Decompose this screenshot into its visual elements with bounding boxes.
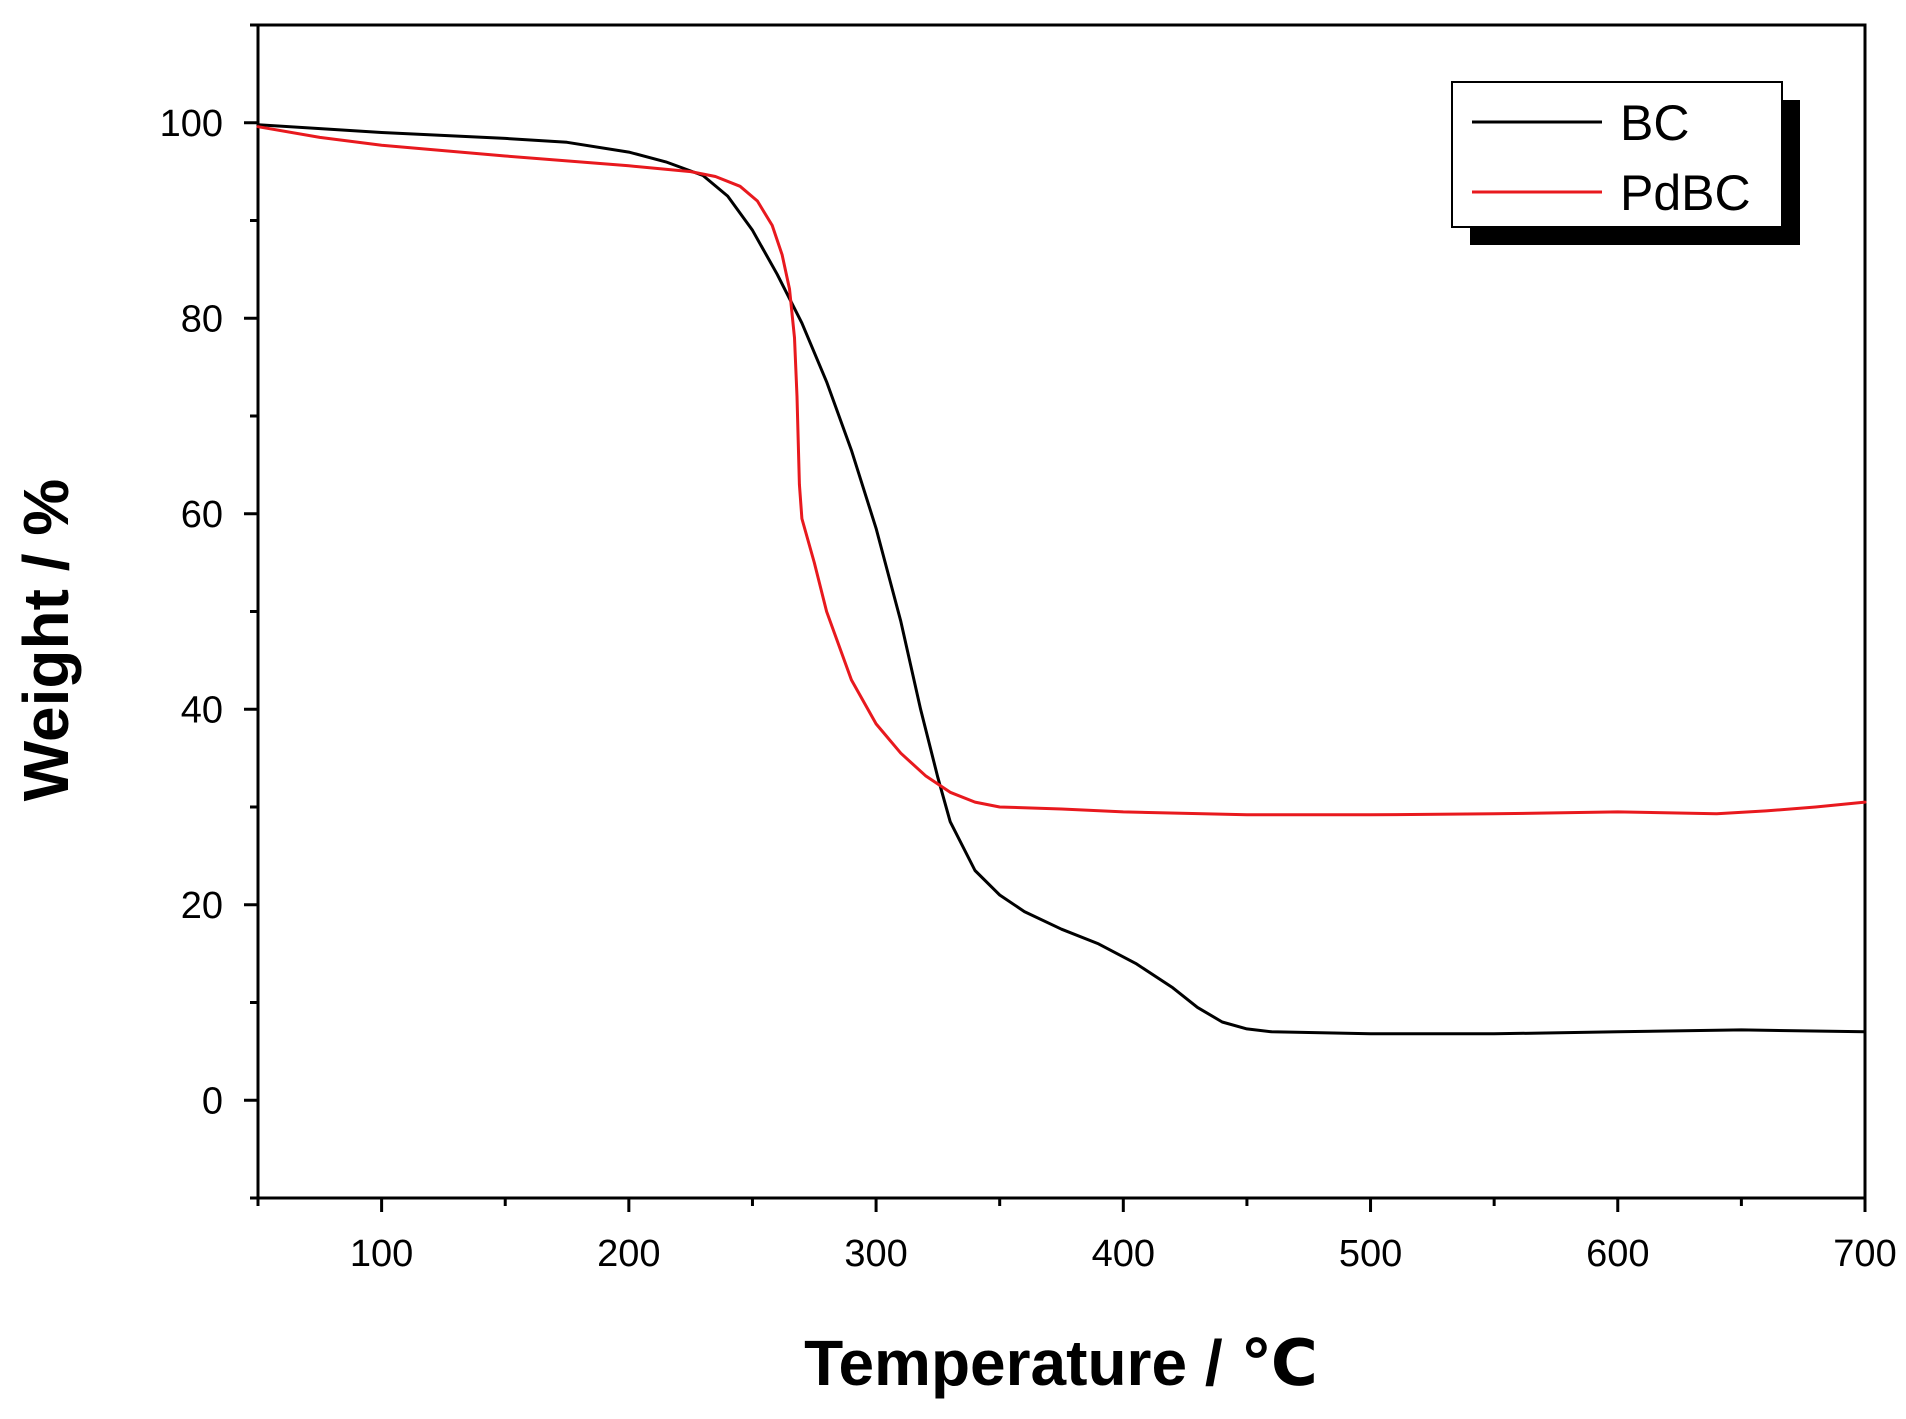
x-tick-label: 300 [844,1233,907,1275]
legend-label-pdbc: PdBC [1620,165,1751,221]
y-axis-title: Weight / % [10,479,82,801]
series-line-pdbc [256,125,1867,817]
x-tick-label: 100 [350,1233,413,1275]
y-tick-label: 0 [202,1080,223,1122]
y-tick-label: 80 [181,298,223,340]
x-tick-label: 400 [1092,1233,1155,1275]
y-tick-label: 20 [181,885,223,927]
x-tick-label: 700 [1833,1233,1896,1275]
x-tick-label: 500 [1339,1233,1402,1275]
legend: BC PdBC [1451,81,1800,245]
y-tick-label: 60 [181,494,223,536]
x-tick-label: 200 [597,1233,660,1275]
y-tick-label: 40 [181,689,223,731]
series-line-bc [256,123,1867,1036]
series-layer [256,123,1867,1036]
x-tick-label: 600 [1586,1233,1649,1275]
y-tick-label: 100 [160,103,223,145]
legend-label-bc: BC [1620,95,1689,151]
ticks-layer: 100 200 300 400 500 600 700 0 20 40 60 80 100 [160,23,1897,1275]
x-axis-title: Temperature / ℃ [804,1327,1318,1399]
legend-box [1451,81,1783,228]
